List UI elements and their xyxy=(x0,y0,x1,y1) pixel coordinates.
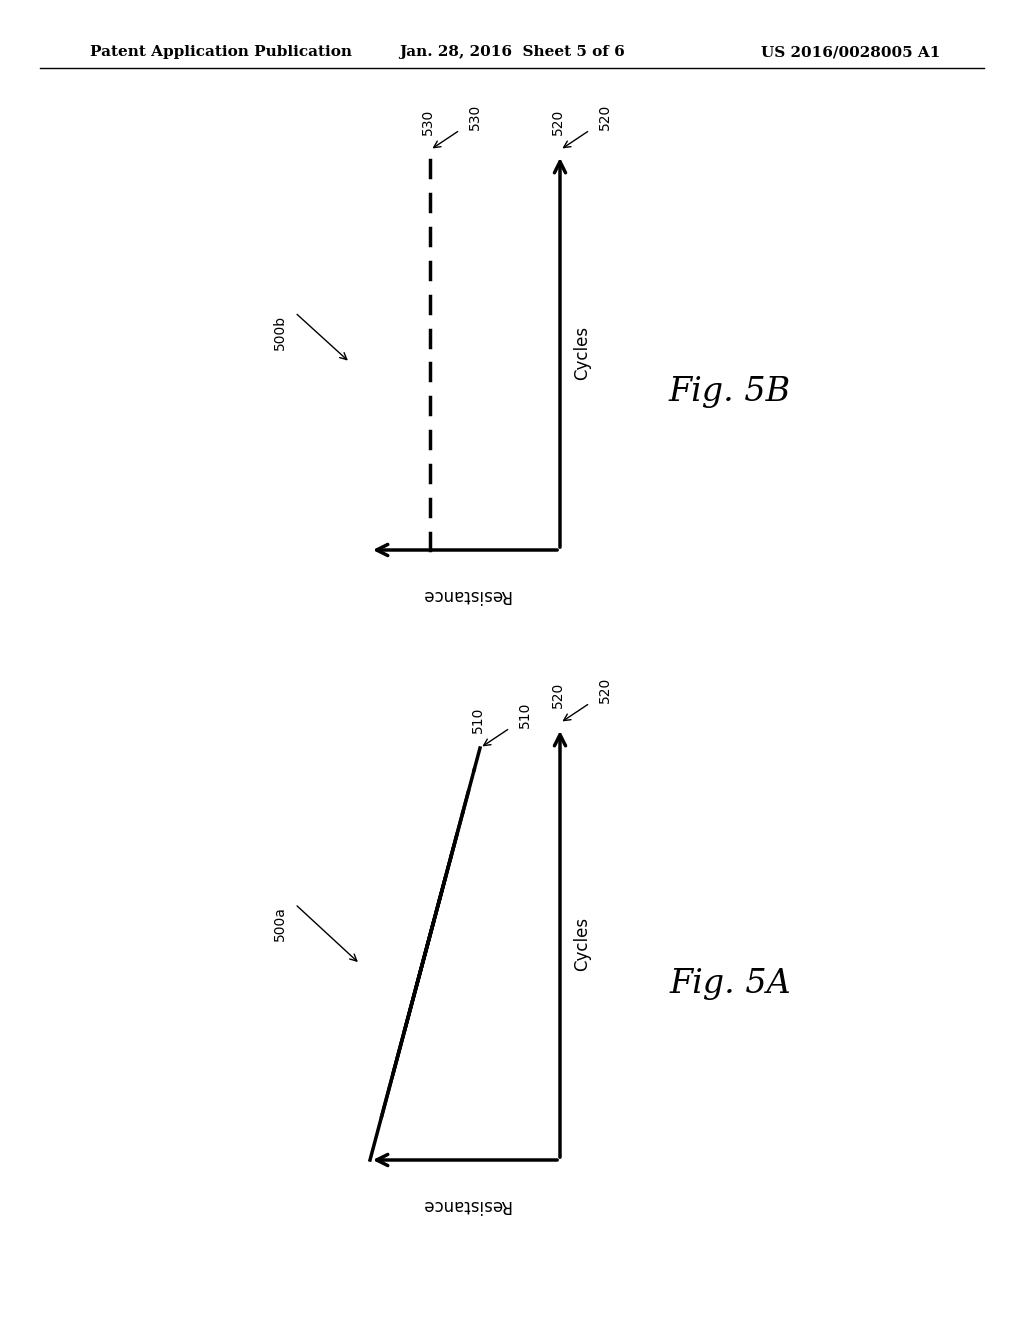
Text: 520: 520 xyxy=(551,681,565,708)
Text: Jan. 28, 2016  Sheet 5 of 6: Jan. 28, 2016 Sheet 5 of 6 xyxy=(399,45,625,59)
Text: 520: 520 xyxy=(598,677,612,704)
Text: US 2016/0028005 A1: US 2016/0028005 A1 xyxy=(761,45,940,59)
Text: 520: 520 xyxy=(551,108,565,135)
Text: Cycles: Cycles xyxy=(573,917,591,972)
Text: 500a: 500a xyxy=(273,907,287,941)
Text: Fig. 5B: Fig. 5B xyxy=(669,376,792,408)
Text: 520: 520 xyxy=(598,104,612,129)
Text: 510: 510 xyxy=(518,702,532,729)
Text: 530: 530 xyxy=(468,104,482,129)
Text: Resistance: Resistance xyxy=(420,1196,510,1214)
Text: Resistance: Resistance xyxy=(420,586,510,605)
Text: 530: 530 xyxy=(421,108,435,135)
Text: 500b: 500b xyxy=(273,315,287,350)
Text: Patent Application Publication: Patent Application Publication xyxy=(90,45,352,59)
Text: Cycles: Cycles xyxy=(573,326,591,380)
Text: 510: 510 xyxy=(471,706,485,733)
Text: Fig. 5A: Fig. 5A xyxy=(669,968,791,1001)
